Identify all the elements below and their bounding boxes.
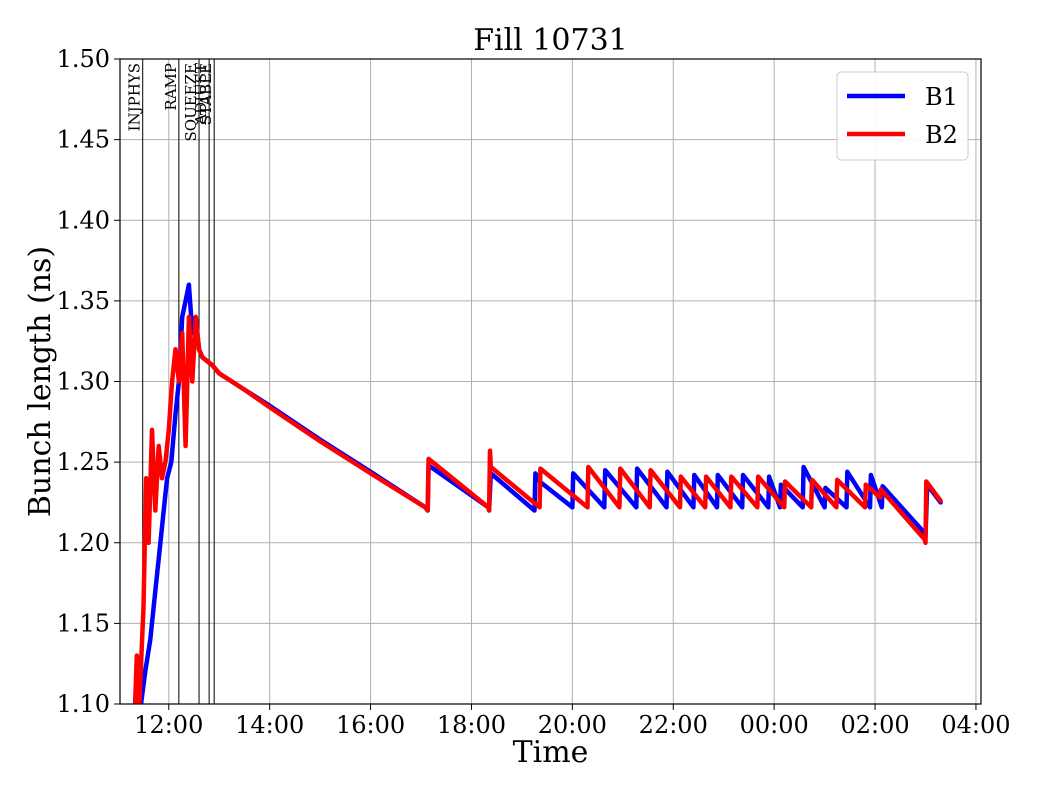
x-tick-label: 12:00: [134, 711, 203, 739]
x-tick-label: 02:00: [840, 711, 909, 739]
series-line-b2: [132, 314, 943, 704]
y-axis-label: Bunch length (ns): [23, 246, 58, 517]
chart-title: Fill 10731: [473, 23, 628, 58]
x-tick-label: 04:00: [941, 711, 1010, 739]
x-tick-label: 00:00: [740, 711, 809, 739]
x-tick-label: 22:00: [639, 711, 708, 739]
phase-label: STABLE: [197, 63, 215, 125]
phase-label: INJPHYS: [126, 63, 144, 131]
y-axis-ticks: 1.10 1.15 1.20 1.25 1.30 1.35 1.40 1.45 1.50: [57, 45, 120, 718]
x-axis-label: Time: [513, 735, 589, 770]
x-tick-label: 16:00: [336, 711, 405, 739]
x-axis-ticks: 12:00 14:00 16:00 18:00 20:00 22:00 00:00 02:00…: [134, 704, 1011, 739]
series-line-b1: [133, 282, 943, 704]
y-tick-label: 1.25: [57, 448, 110, 476]
y-tick-label: 1.20: [57, 529, 110, 557]
y-tick-label: 1.35: [57, 287, 110, 315]
y-tick-label: 1.15: [57, 609, 110, 637]
y-tick-label: 1.10: [57, 690, 110, 718]
series-layer: [132, 282, 943, 704]
y-tick-label: 1.45: [57, 126, 110, 154]
phase-label: ADJUST: [192, 63, 210, 126]
x-tick-label: 18:00: [437, 711, 506, 739]
x-tick-label: 20:00: [538, 711, 607, 739]
phase-label: SQUEEZE: [182, 63, 200, 142]
x-tick-label: 14:00: [235, 711, 304, 739]
y-tick-label: 1.50: [57, 45, 110, 73]
legend-label-b2: B2: [925, 121, 958, 149]
phase-label: RAMP: [162, 63, 180, 111]
y-tick-label: 1.30: [57, 368, 110, 396]
y-tick-label: 1.40: [57, 206, 110, 234]
legend-label-b1: B1: [925, 83, 958, 111]
